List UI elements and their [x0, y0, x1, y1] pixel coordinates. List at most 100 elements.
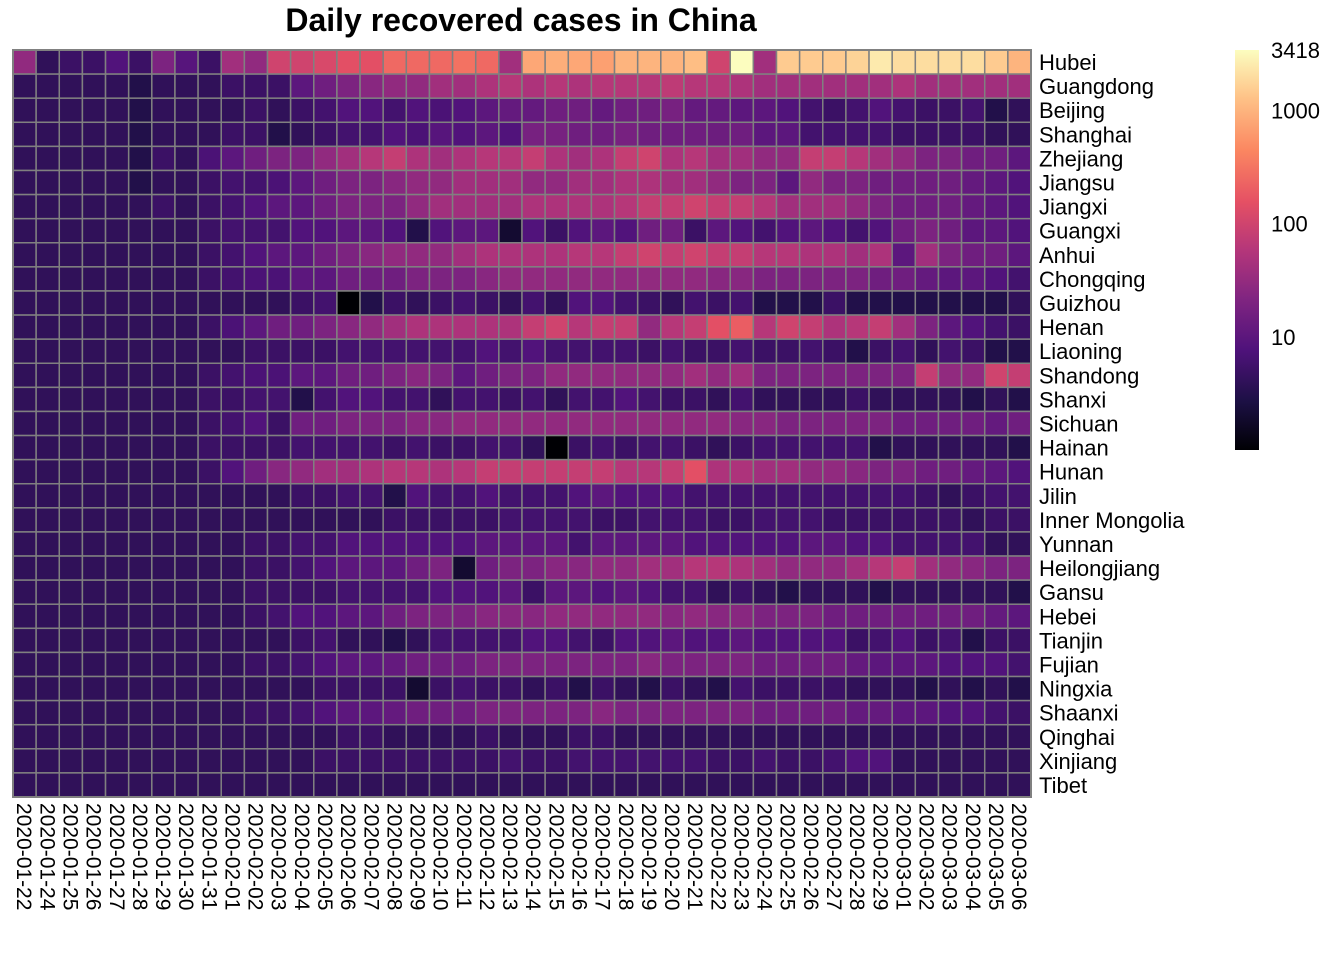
heatmap-cell: [81, 121, 107, 148]
heatmap-border: [12, 49, 1032, 798]
heatmap-cell: [428, 338, 454, 365]
heatmap-cell: [683, 145, 708, 172]
heatmap-cell: [12, 73, 37, 99]
heatmap-cell: [35, 290, 61, 316]
heatmap-cell: [104, 555, 130, 581]
heatmap-cell: [798, 458, 824, 485]
heatmap-cell: [1007, 699, 1032, 726]
heatmap-cell: [104, 699, 130, 726]
heatmap-cell: [104, 49, 130, 75]
heatmap-cell: [498, 169, 523, 196]
heatmap-cell: [266, 242, 292, 268]
heatmap-cell: [359, 314, 384, 340]
heatmap-cell: [12, 362, 37, 389]
heatmap-cell: [405, 73, 431, 99]
heatmap-cell: [775, 121, 801, 148]
heatmap-cell: [58, 266, 84, 292]
heatmap-cell: [405, 314, 431, 340]
heatmap-cell: [243, 603, 269, 630]
heatmap-cell: [336, 338, 361, 365]
heatmap-cell: [428, 507, 454, 533]
heatmap-cell: [81, 651, 107, 678]
heatmap-cell: [12, 338, 37, 365]
heatmap-cell: [868, 386, 893, 413]
heatmap-cell: [498, 145, 523, 172]
column-label: 2020-02-22: [706, 803, 729, 910]
heatmap-cell: [891, 723, 917, 750]
heatmap-cell: [151, 217, 176, 244]
heatmap-cell: [197, 49, 222, 75]
heatmap-cell: [474, 266, 500, 292]
heatmap-cell: [382, 723, 408, 750]
heatmap-cell: [1007, 121, 1032, 148]
heatmap-cell: [405, 410, 431, 437]
column-label: 2020-01-22: [12, 803, 35, 910]
heatmap-cell: [104, 410, 130, 437]
heatmap-cell: [35, 169, 61, 196]
heatmap-cell: [1007, 748, 1032, 774]
heatmap-cell: [58, 97, 84, 124]
heatmap-cell: [313, 482, 338, 509]
heatmap-cell: [382, 121, 408, 148]
heatmap-cell: [937, 627, 963, 654]
heatmap-cell: [474, 73, 500, 99]
heatmap-cell: [613, 723, 639, 750]
heatmap-cell: [752, 242, 778, 268]
heatmap-cell: [382, 410, 408, 437]
heatmap-cell: [798, 145, 824, 172]
heatmap-cell: [613, 97, 639, 124]
heatmap-cell: [891, 482, 917, 509]
heatmap-cell: [822, 458, 847, 485]
heatmap-cell: [243, 482, 269, 509]
heatmap-cell: [382, 169, 408, 196]
heatmap-cell: [960, 651, 986, 678]
heatmap-cell: [590, 555, 616, 581]
heatmap-cell: [174, 73, 199, 99]
heatmap-cell: [174, 121, 199, 148]
heatmap-cell: [220, 579, 246, 605]
heatmap-cell: [937, 555, 963, 581]
heatmap-cell: [336, 482, 361, 509]
heatmap-cell: [960, 169, 986, 196]
heatmap-cell: [174, 482, 199, 509]
heatmap-cell: [845, 675, 870, 702]
heatmap-cell: [798, 73, 824, 99]
heatmap-cell: [868, 169, 893, 196]
heatmap-cell: [127, 675, 153, 702]
heatmap-cell: [151, 410, 176, 437]
heatmap-cell: [937, 410, 963, 437]
heatmap-cell: [660, 338, 685, 365]
heatmap-cell: [937, 217, 963, 244]
heatmap-cell: [313, 362, 338, 389]
heatmap-cell: [960, 73, 986, 99]
colorbar: [1235, 50, 1259, 450]
heatmap-cell: [104, 386, 130, 413]
heatmap-cell: [12, 699, 37, 726]
heatmap-cell: [660, 410, 685, 437]
heatmap-cell: [359, 362, 384, 389]
heatmap-cell: [451, 699, 477, 726]
heatmap-cell: [243, 193, 269, 220]
heatmap-cell: [382, 507, 408, 533]
heatmap-cell: [428, 772, 454, 798]
heatmap-cell: [197, 290, 222, 316]
heatmap-cell: [706, 290, 731, 316]
heatmap-cell: [313, 603, 338, 630]
heatmap-cell: [1007, 482, 1032, 509]
heatmap-cell: [937, 579, 963, 605]
heatmap-cell: [289, 121, 315, 148]
heatmap-cell: [775, 482, 801, 509]
heatmap-cell: [960, 579, 986, 605]
heatmap-cell: [660, 579, 685, 605]
heatmap-cell: [706, 699, 731, 726]
heatmap-cell: [336, 699, 361, 726]
heatmap-cell: [868, 145, 893, 172]
heatmap-cell: [544, 579, 570, 605]
heatmap-cell: [521, 531, 546, 557]
heatmap-cell: [798, 723, 824, 750]
heatmap-cell: [174, 651, 199, 678]
heatmap-cell: [336, 627, 361, 654]
heatmap-cell: [590, 603, 616, 630]
heatmap-cell: [336, 49, 361, 75]
heatmap-cell: [174, 699, 199, 726]
